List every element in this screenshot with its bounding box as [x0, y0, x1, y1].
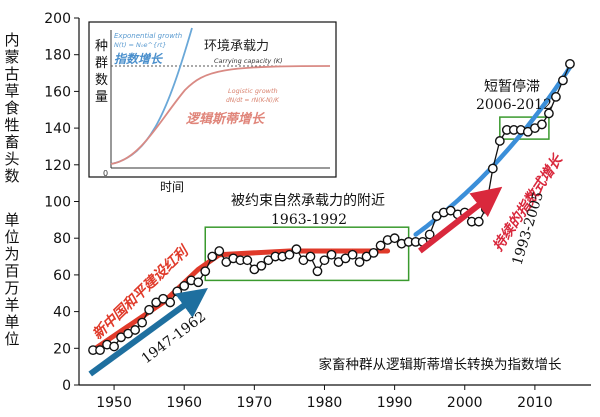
inset-exp-title: Exponential growth [114, 32, 182, 40]
y-tick-label: 140 [44, 121, 71, 137]
period1-label: 1947-1962 [139, 309, 209, 368]
y-tick-label: 40 [53, 305, 71, 321]
inset-growth-diagram: 0 Exponential growth N(t) = N₀e^{rt} 指数增… [88, 21, 337, 194]
y-ticks: 0 20 40 60 80 100 120 140 160 180 200 [44, 11, 79, 394]
data-point [109, 341, 119, 352]
data-point [480, 203, 491, 214]
data-point [368, 247, 379, 258]
inset-exp-label-cn: 指数增长 [114, 52, 163, 66]
x-tick-label: 1950 [96, 395, 132, 411]
data-point [558, 75, 568, 86]
x-tick-label: 2010 [517, 395, 553, 411]
data-point [305, 251, 316, 262]
growth-arrow-1947-1962 [88, 288, 208, 377]
box2-title: 短暂停滞 [484, 78, 540, 95]
data-point [565, 58, 575, 69]
data-point [326, 249, 337, 260]
y-tick-label: 180 [44, 48, 71, 64]
inset-carrying-label-cn: 环境承载力 [204, 39, 269, 54]
x-tick-label: 1970 [237, 395, 273, 411]
data-point [487, 163, 498, 174]
y-tick-label: 200 [44, 11, 71, 27]
inset-frame [88, 21, 337, 178]
data-point [544, 108, 554, 119]
inset-origin-label: 0 [103, 169, 108, 178]
y-tick-label: 80 [53, 231, 71, 247]
inset-carrying-label-en: Carrying capacity (K) [214, 57, 283, 65]
inset-log-title: Logistic growth [228, 87, 278, 95]
inset-y-label: 种群数量 [95, 39, 108, 105]
data-point [551, 92, 561, 102]
inset-logistic-curve [110, 65, 331, 165]
data-point [354, 257, 365, 267]
data-point [137, 317, 148, 328]
data-point [256, 260, 267, 271]
data-point [130, 325, 141, 335]
data-point [312, 266, 323, 277]
data-point [389, 233, 400, 244]
data-point [375, 240, 386, 251]
highlight-boxes [204, 116, 550, 282]
x-ticks: 1950 1960 1970 1980 1990 2000 2010 [96, 385, 553, 411]
bottom-caption: 家畜种群从逻辑斯蒂增长转换为指数增长 [319, 356, 562, 373]
growth-arrow-1993-2005 [418, 186, 503, 254]
inset-log-label-cn: 逻辑斯蒂增长 [185, 111, 266, 127]
y-axis-label-unit: 单位为百万羊单位 [4, 211, 20, 348]
data-point [193, 277, 204, 288]
data-point [95, 345, 105, 356]
y-axis-label-top: 内蒙古草食牲畜头数 [4, 31, 20, 185]
x-tick-label: 1960 [166, 395, 202, 411]
data-point [200, 266, 211, 277]
data-point [144, 304, 155, 315]
inset-log-formula: dN/dt = rN(K-N)/K [226, 97, 280, 104]
data-point [424, 229, 435, 240]
highlight-box-1 [204, 226, 410, 282]
y-tick-label: 0 [62, 378, 71, 394]
data-point [207, 251, 218, 262]
box1-title: 被约束自然承载力的附近 [231, 192, 385, 209]
inset-exp-formula: N(t) = N₀e^{rt} [114, 41, 166, 49]
data-point [473, 216, 484, 227]
data-point [494, 136, 505, 146]
data-point [165, 297, 176, 308]
y-tick-label: 60 [53, 268, 71, 284]
box1-years: 1963-1992 [271, 212, 347, 228]
data-point [284, 249, 295, 260]
y-tick-label: 160 [44, 84, 71, 100]
data-points [88, 58, 575, 356]
highlight-box-2 [499, 116, 550, 140]
y-tick-label: 120 [44, 158, 71, 174]
x-tick-label: 1980 [307, 395, 343, 411]
inset-x-label: 时间 [160, 180, 184, 194]
box2-years: 2006-2012 [476, 97, 552, 113]
data-point [291, 244, 302, 255]
data-point [537, 119, 547, 130]
y-tick-label: 20 [53, 341, 71, 357]
y-tick-label: 100 [44, 195, 71, 211]
data-point [319, 255, 330, 266]
data-point [214, 246, 225, 256]
x-tick-label: 2000 [447, 395, 483, 411]
x-tick-label: 1990 [377, 395, 413, 411]
data-point [347, 249, 358, 260]
data-point [242, 255, 253, 266]
